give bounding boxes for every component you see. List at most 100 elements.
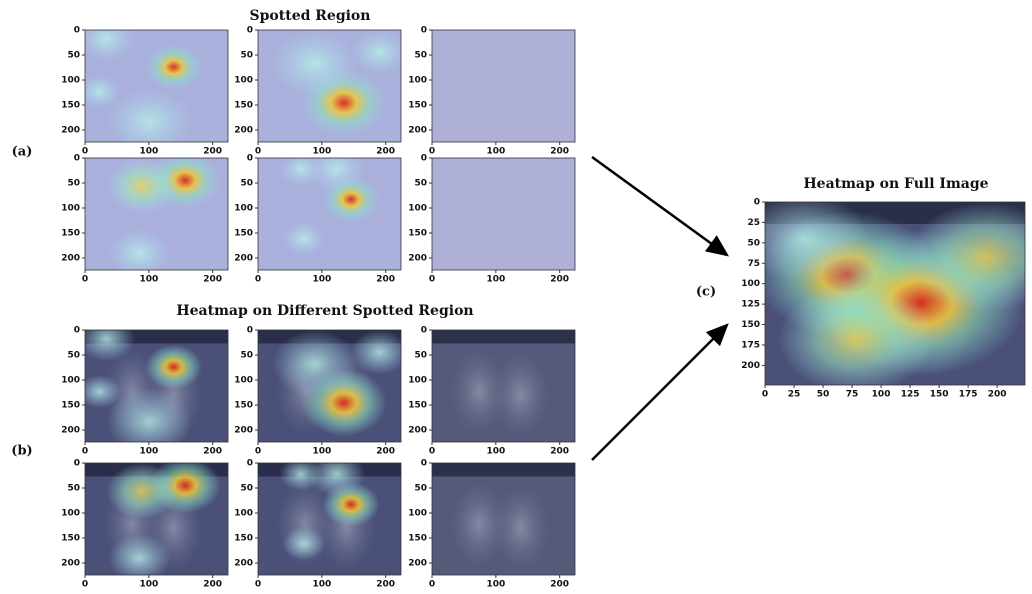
y-tick-label: 50 <box>67 351 80 361</box>
x-tick-label: 200 <box>550 580 569 590</box>
x-tick-label: 0 <box>429 147 435 157</box>
x-tick-label: 175 <box>959 390 978 400</box>
y-tick-label: 150 <box>741 320 760 330</box>
y-tick-label: 200 <box>408 254 427 264</box>
y-tick-label: 150 <box>408 534 427 544</box>
y-tick-label: 200 <box>61 126 80 136</box>
y-tick-label: 150 <box>61 401 80 411</box>
heat-blob <box>351 330 408 375</box>
y-tick-label: 100 <box>408 204 427 214</box>
y-tick-label: 100 <box>741 279 760 289</box>
x-tick-label: 0 <box>429 447 435 457</box>
x-tick-label: 200 <box>203 147 222 157</box>
hand <box>492 352 549 437</box>
y-tick-label: 75 <box>747 259 760 269</box>
heat-blob <box>308 452 365 497</box>
y-tick-label: 0 <box>247 154 253 164</box>
x-tick-label: 100 <box>486 447 505 457</box>
heatmap-panel <box>258 30 408 142</box>
x-tick-label: 125 <box>901 390 920 400</box>
x-tick-label: 100 <box>139 580 158 590</box>
heat-blob <box>106 388 192 455</box>
heat-blob <box>272 330 358 397</box>
y-tick-label: 150 <box>408 101 427 111</box>
panel-a-label: (a) <box>12 145 33 160</box>
y-tick-label: 100 <box>234 376 253 386</box>
x-tick-label: 150 <box>930 390 949 400</box>
arrow <box>592 157 727 255</box>
x-tick-label: 200 <box>376 147 395 157</box>
y-tick-label: 0 <box>247 326 253 336</box>
y-tick-label: 0 <box>421 26 427 36</box>
heat-blob <box>78 317 135 362</box>
heat-blob <box>145 345 202 390</box>
heat-blob <box>778 284 934 394</box>
heat-blob <box>78 17 135 62</box>
y-tick-label: 100 <box>408 509 427 519</box>
x-tick-label: 0 <box>82 275 88 285</box>
y-tick-label: 100 <box>234 204 253 214</box>
y-tick-label: 150 <box>408 229 427 239</box>
y-tick-label: 100 <box>61 509 80 519</box>
y-tick-label: 150 <box>408 401 427 411</box>
heatmap-panel <box>258 147 401 270</box>
panel-b-label: (b) <box>11 444 32 459</box>
heat-blob <box>106 463 178 519</box>
y-tick-label: 0 <box>247 26 253 36</box>
x-tick-label: 0 <box>255 147 261 157</box>
panel-b-title: Heatmap on Different Spotted Region <box>176 303 473 319</box>
heatmap-panel <box>85 152 228 277</box>
y-tick-label: 200 <box>741 361 760 371</box>
y-tick-label: 125 <box>741 300 760 310</box>
x-tick-label: 100 <box>312 275 331 285</box>
y-tick-label: 0 <box>754 198 760 208</box>
x-tick-label: 200 <box>376 275 395 285</box>
heat-blob <box>145 45 202 90</box>
y-tick-label: 100 <box>61 204 80 214</box>
x-tick-label: 200 <box>203 580 222 590</box>
y-tick-label: 200 <box>408 426 427 436</box>
heat-blob <box>108 534 171 583</box>
y-tick-label: 0 <box>421 459 427 469</box>
heatmap-panel <box>432 330 575 442</box>
y-tick-label: 100 <box>61 76 80 86</box>
x-tick-label: 100 <box>312 147 331 157</box>
y-tick-label: 200 <box>234 254 253 264</box>
y-tick-label: 25 <box>747 218 760 228</box>
x-tick-label: 0 <box>762 390 768 400</box>
y-tick-label: 200 <box>408 126 427 136</box>
heat-blob <box>282 222 325 256</box>
y-tick-label: 50 <box>240 484 253 494</box>
panel-background <box>432 158 575 270</box>
x-tick-label: 0 <box>255 447 261 457</box>
x-tick-label: 200 <box>550 275 569 285</box>
heat-blob <box>106 158 178 214</box>
y-tick-label: 0 <box>421 326 427 336</box>
hand <box>492 485 549 570</box>
y-tick-label: 200 <box>234 559 253 569</box>
panel-background <box>432 30 575 142</box>
shadow <box>432 463 575 476</box>
heat-blob <box>108 229 171 278</box>
y-tick-label: 200 <box>234 126 253 136</box>
x-tick-label: 0 <box>255 580 261 590</box>
x-tick-label: 100 <box>312 580 331 590</box>
y-tick-label: 150 <box>61 101 80 111</box>
figure: Spotted Region (a) Heatmap on Different … <box>0 0 1032 594</box>
y-tick-label: 100 <box>234 509 253 519</box>
heat-blob <box>351 30 408 75</box>
heatmap-panel <box>78 317 228 456</box>
x-tick-label: 75 <box>846 390 859 400</box>
y-tick-label: 0 <box>74 326 80 336</box>
heatmap-panel <box>432 30 575 142</box>
x-tick-label: 200 <box>376 580 395 590</box>
y-tick-label: 50 <box>67 179 80 189</box>
heatmap-panel <box>432 158 575 270</box>
y-tick-label: 50 <box>747 238 760 248</box>
panel-a-title: Spotted Region <box>250 8 371 24</box>
y-tick-label: 150 <box>61 229 80 239</box>
y-tick-label: 150 <box>234 534 253 544</box>
y-tick-label: 50 <box>414 351 427 361</box>
x-tick-label: 100 <box>486 580 505 590</box>
y-tick-label: 50 <box>67 484 80 494</box>
